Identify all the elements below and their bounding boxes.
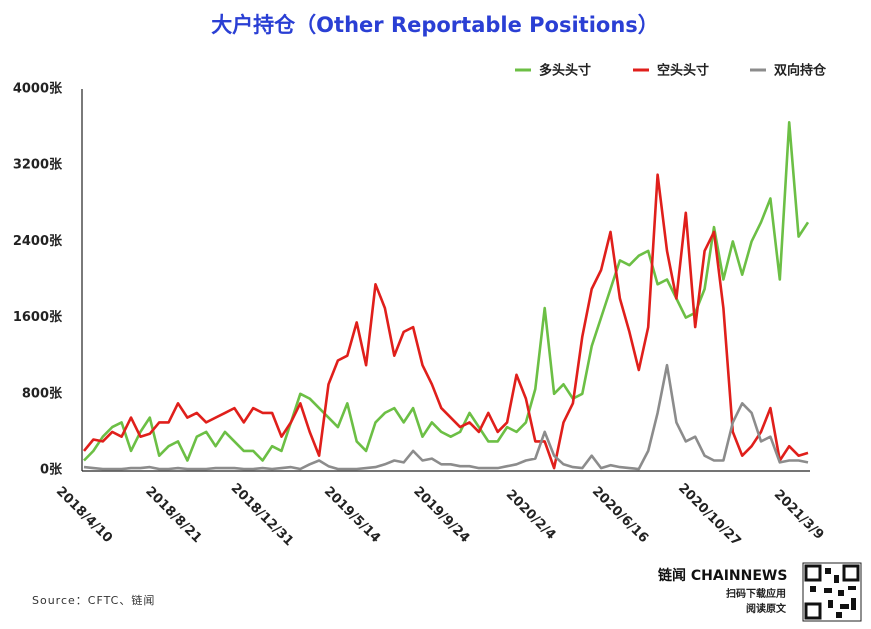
series-line: [82, 173, 809, 470]
y-tick-label: 800张: [22, 386, 63, 401]
source: Source：CFTC、链闻: [32, 593, 155, 607]
brand: 链闻 CHAINNEWS: [658, 567, 787, 584]
y-tick-label: 3200张: [13, 158, 63, 173]
logo-text: 阅读原文: [746, 602, 787, 615]
y-tick-label: 4000张: [13, 82, 63, 97]
series-line: [83, 363, 809, 471]
y-tick-label: 1600张: [13, 310, 63, 325]
legend-label: 多头头寸: [539, 63, 591, 79]
chart-title: 大户持仓（Other Reportable Positions）: [211, 13, 659, 37]
series-line: [83, 121, 810, 462]
qr-code: [802, 562, 862, 622]
legend-label: 双向持仓: [774, 63, 827, 79]
y-tick-label: 0张: [40, 463, 63, 478]
y-tick-label: 2400张: [13, 234, 63, 249]
logo-text: 扫码下载应用: [726, 587, 786, 600]
legend-label: 空头头寸: [657, 63, 709, 79]
